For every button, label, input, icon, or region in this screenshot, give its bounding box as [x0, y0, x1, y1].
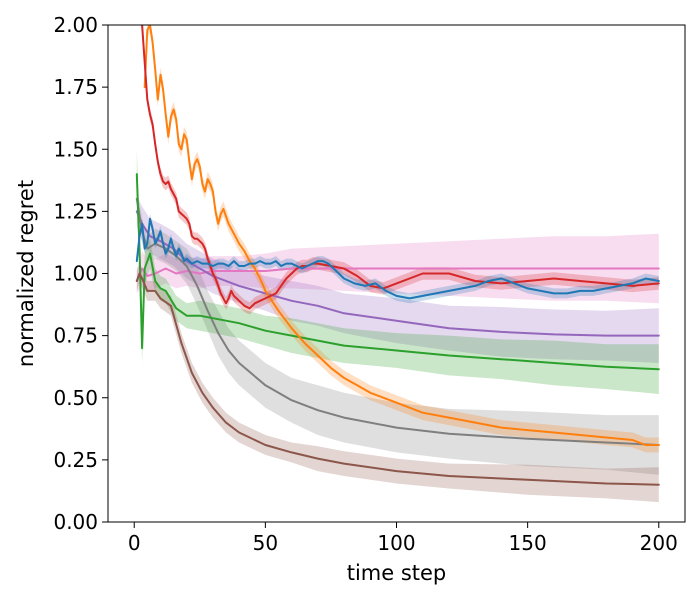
- series-red-band: [142, 25, 659, 315]
- confidence-bands: [136, 25, 659, 503]
- series-gray-line: [135, 197, 660, 446]
- y-tick-label: 1.50: [53, 137, 98, 161]
- x-axis-ticks: 0 50 100 150 200: [128, 522, 678, 555]
- y-axis-ticks: 0.00 0.25 0.50 0.75 1.00 1.25 1.50 1.75 2.00: [53, 13, 108, 534]
- series-brown-band: [136, 263, 659, 503]
- series-orange-line: [143, 25, 660, 446]
- y-tick-label: 0.00: [53, 510, 98, 534]
- series-lines: [135, 25, 660, 486]
- x-tick-label: 50: [253, 531, 278, 555]
- y-tick-label: 2.00: [53, 13, 98, 37]
- x-tick-label: 0: [128, 531, 141, 555]
- x-axis-label: time step: [347, 561, 447, 585]
- y-tick-label: 1.75: [53, 75, 98, 99]
- y-tick-label: 1.00: [53, 262, 98, 286]
- x-tick-label: 100: [377, 531, 415, 555]
- series-blue-line: [135, 217, 660, 300]
- x-tick-label: 200: [640, 531, 678, 555]
- y-tick-label: 1.25: [53, 199, 98, 223]
- series-purple-band: [136, 196, 659, 363]
- series-green-line: [135, 173, 660, 371]
- series-purple-line: [135, 210, 660, 337]
- y-tick-label: 0.25: [53, 448, 98, 472]
- x-tick-label: 150: [509, 531, 547, 555]
- series-gray-band: [136, 186, 659, 475]
- y-tick-label: 0.50: [53, 386, 98, 410]
- series-brown-line: [135, 272, 660, 486]
- y-tick-label: 0.75: [53, 324, 98, 348]
- y-axis-label: normalized regret: [14, 180, 38, 367]
- series-green-band: [136, 149, 659, 394]
- series-pink-line: [135, 267, 660, 282]
